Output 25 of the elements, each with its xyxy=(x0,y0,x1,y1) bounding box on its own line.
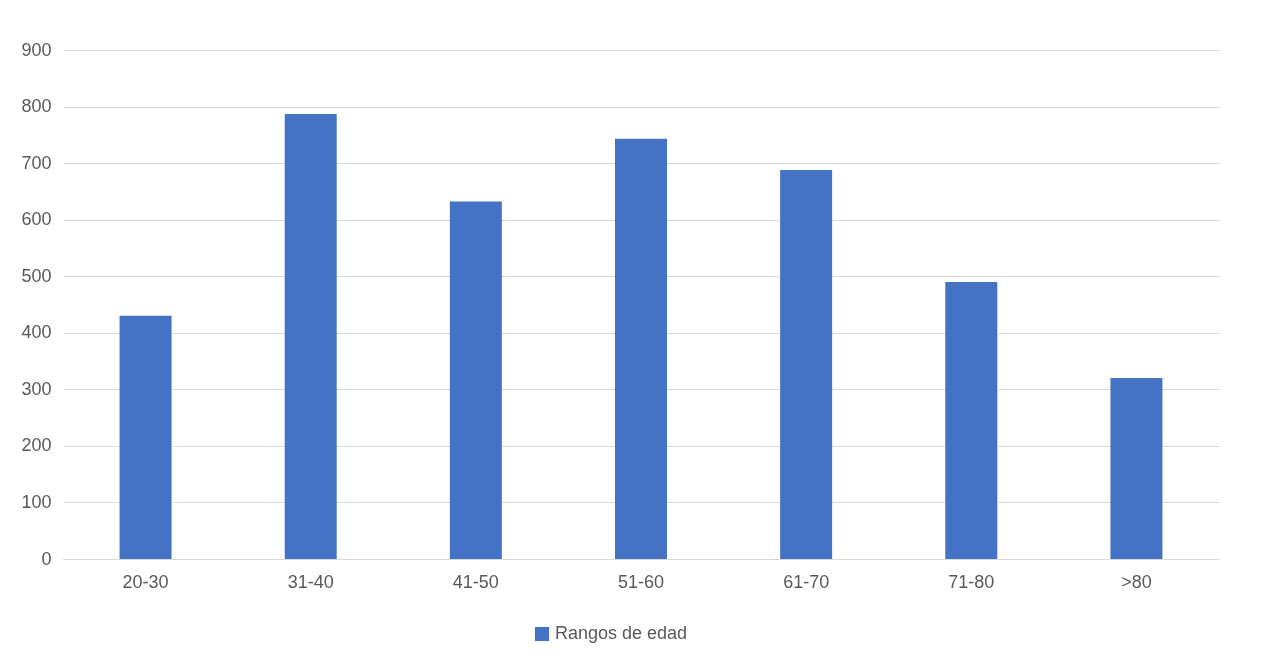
y-tick-label: 300 xyxy=(21,378,52,399)
y-tick-label: 900 xyxy=(21,39,52,60)
bar xyxy=(284,113,337,559)
y-tick-label: 500 xyxy=(21,265,52,286)
bar xyxy=(615,138,667,559)
y-tick-label: 700 xyxy=(21,152,52,173)
x-tick-label: >80 xyxy=(1121,571,1152,592)
bar xyxy=(780,169,833,559)
y-tick-label: 0 xyxy=(41,548,52,569)
x-tick-label: 31-40 xyxy=(287,571,334,592)
bar xyxy=(449,201,502,559)
bar xyxy=(119,315,172,559)
y-tick-label: 600 xyxy=(21,209,52,230)
bar xyxy=(945,281,998,559)
x-tick-label: 41-50 xyxy=(452,571,499,592)
x-tick-label: 20-30 xyxy=(122,571,169,592)
y-tick-label: 100 xyxy=(21,491,52,512)
x-tick-label: 61-70 xyxy=(783,571,830,592)
x-tick-label: 51-60 xyxy=(617,571,665,592)
y-tick-label: 400 xyxy=(21,322,52,343)
legend-label: Rangos de edad xyxy=(555,623,688,643)
y-tick-label: 800 xyxy=(21,96,52,117)
x-tick-label: 71-80 xyxy=(948,571,995,592)
bar xyxy=(1110,378,1163,559)
y-tick-label: 200 xyxy=(21,435,52,456)
